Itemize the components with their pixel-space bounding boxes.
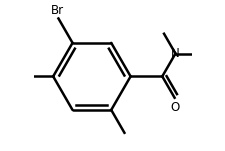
Text: N: N xyxy=(170,47,179,60)
Text: Br: Br xyxy=(50,4,63,17)
Text: O: O xyxy=(170,101,179,114)
